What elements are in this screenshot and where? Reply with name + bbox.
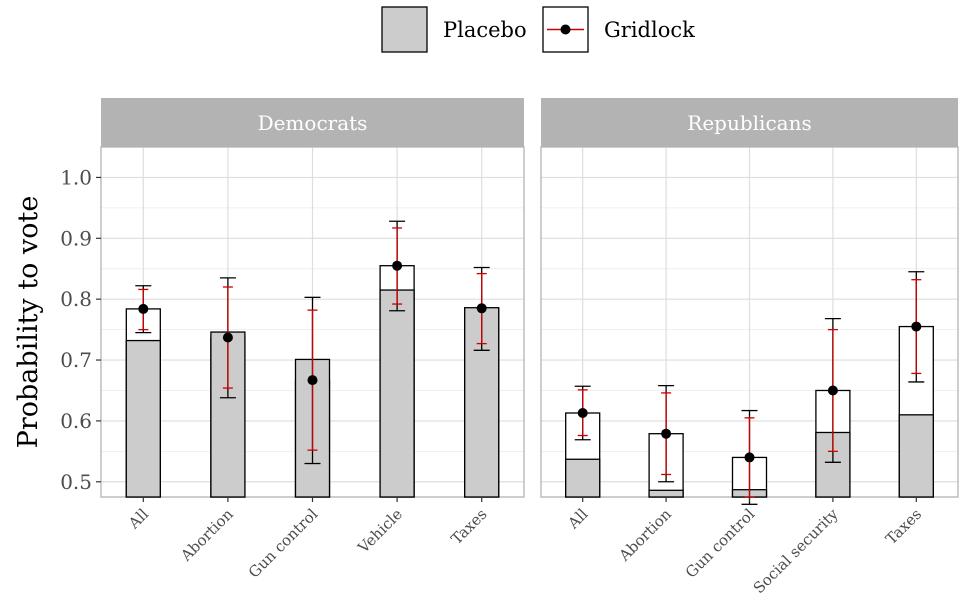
legend-label-placebo: Placebo: [443, 18, 527, 42]
x-tick-label: All: [124, 505, 152, 533]
gridlock-point: [476, 303, 487, 314]
x-tick-label: Abortion: [177, 505, 237, 565]
placebo-bar: [125, 339, 161, 498]
x-tick-label: Taxes: [882, 505, 925, 548]
panel-title: Democrats: [258, 111, 368, 135]
y-tick-label: 0.9: [60, 226, 92, 250]
gridlock-point: [138, 303, 149, 314]
legend-key-gridlock-point: [560, 24, 571, 35]
x-tick-label: Abortion: [615, 505, 675, 565]
gridlock-point: [392, 260, 403, 271]
placebo-bar: [565, 458, 601, 498]
panel-strip: [101, 98, 524, 147]
y-tick-label: 0.8: [60, 287, 92, 311]
x-tick-label: All: [564, 505, 592, 533]
panel-title: Republicans: [687, 111, 811, 135]
y-axis-title: Probability to vote: [13, 196, 44, 449]
legend-label-gridlock: Gridlock: [604, 18, 695, 42]
y-tick-label: 0.6: [60, 409, 92, 433]
gridlock-point: [577, 408, 588, 418]
placebo-bar: [898, 414, 934, 498]
gridlock-point: [222, 332, 233, 343]
x-tick-label: Vehicle: [354, 505, 406, 557]
x-tick-label: Gun control: [682, 505, 759, 582]
legend-key-placebo: [381, 6, 428, 53]
x-tick-label: Social security: [750, 505, 842, 597]
gridlock-point: [661, 428, 672, 439]
gridlock-point: [744, 452, 755, 463]
y-tick-label: 1.0: [60, 165, 92, 189]
x-tick-label: Taxes: [448, 505, 491, 548]
placebo-bar: [648, 489, 684, 498]
gridlock-point: [827, 385, 838, 396]
y-tick-label: 0.5: [60, 470, 92, 494]
x-tick-label: Gun control: [245, 505, 322, 582]
panel-democrats: Democrats 0.5 0.6 0.7 0.8 0.9 1.0 All Abortion Gu…: [60, 98, 525, 582]
y-tick-label: 0.7: [60, 348, 92, 372]
panel-republicans: Republicans All Abortion Gun controlSocial …: [540, 98, 959, 597]
gridlock-point: [911, 321, 922, 332]
legend: Placebo Gridlock: [381, 6, 695, 53]
placebo-bar: [379, 289, 415, 498]
gridlock-point: [307, 375, 318, 386]
panel-strip: [541, 98, 958, 147]
